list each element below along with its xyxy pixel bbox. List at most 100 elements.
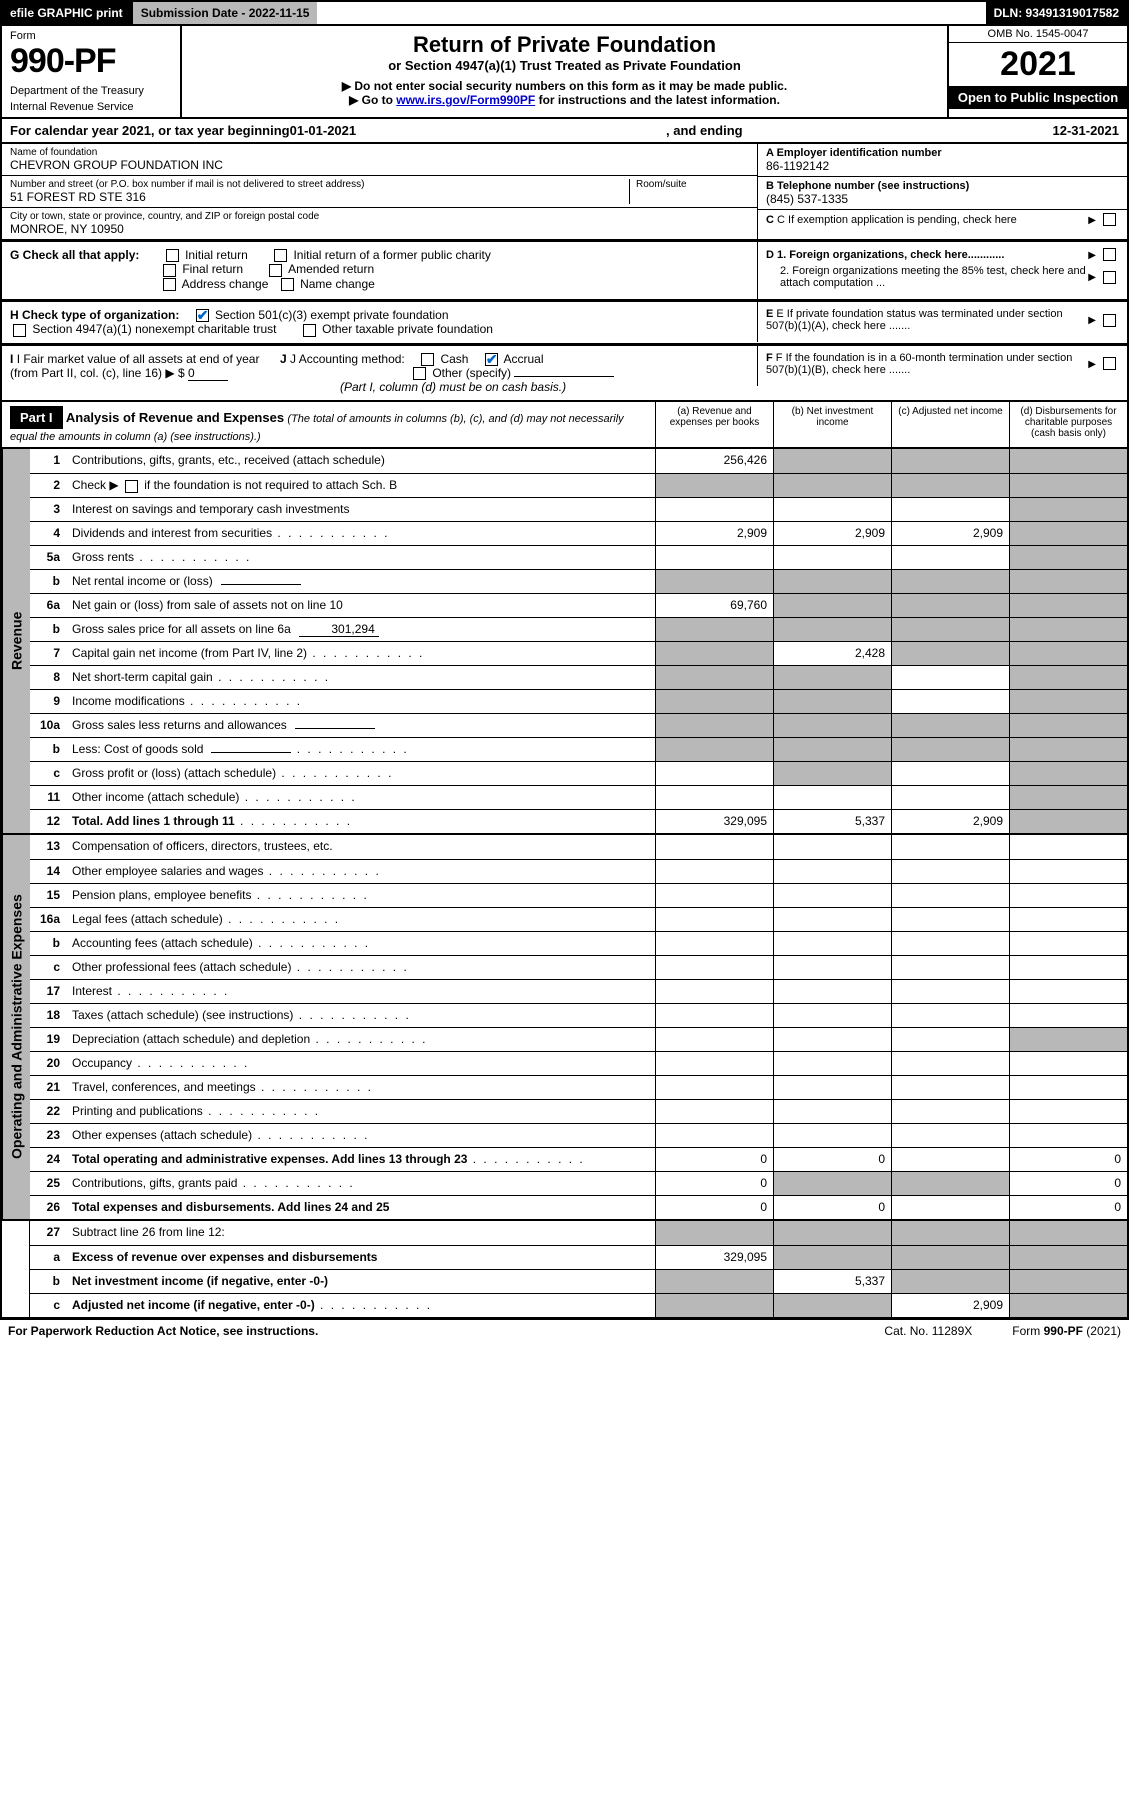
form-title: Return of Private Foundation (192, 32, 937, 58)
table-row: 6aNet gain or (loss) from sale of assets… (30, 593, 1127, 617)
phone: (845) 537-1335 (766, 192, 1119, 206)
top-bar: efile GRAPHIC print Submission Date - 20… (0, 0, 1129, 26)
ij-row: I I Fair market value of all assets at e… (0, 345, 1129, 403)
irs-link[interactable]: www.irs.gov/Form990PF (396, 93, 535, 107)
h-row: H Check type of organization: Section 50… (0, 301, 1129, 345)
r6b-inline: 301,294 (299, 622, 379, 637)
table-row: 12Total. Add lines 1 through 11329,0955,… (30, 809, 1127, 833)
table-row: bNet rental income or (loss) (30, 569, 1127, 593)
table-row: 2Check ▶ if the foundation is not requir… (30, 473, 1127, 497)
checkbox-d2[interactable] (1103, 271, 1116, 284)
omb-number: OMB No. 1545-0047 (949, 26, 1127, 43)
checkbox-e[interactable] (1103, 314, 1116, 327)
table-row: 23Other expenses (attach schedule) (30, 1123, 1127, 1147)
table-row: 22Printing and publications (30, 1099, 1127, 1123)
part1-title-cell: Part I Analysis of Revenue and Expenses … (2, 402, 655, 447)
table-row: 20Occupancy (30, 1051, 1127, 1075)
table-row: 13Compensation of officers, directors, t… (30, 835, 1127, 859)
col-b-header: (b) Net investment income (773, 402, 891, 447)
table-row: cOther professional fees (attach schedul… (30, 955, 1127, 979)
dept-treasury: Department of the Treasury (10, 85, 172, 97)
summary-section: 27Subtract line 26 from line 12: aExcess… (0, 1221, 1129, 1319)
checkbox-c[interactable] (1103, 213, 1116, 226)
checkbox-accrual[interactable] (485, 353, 498, 366)
table-row: 10aGross sales less returns and allowanc… (30, 713, 1127, 737)
instr-goto: ▶ Go to www.irs.gov/Form990PF for instru… (192, 93, 937, 107)
paperwork-notice: For Paperwork Reduction Act Notice, see … (8, 1324, 318, 1338)
checkbox-amended[interactable] (269, 264, 282, 277)
dln: DLN: 93491319017582 (986, 2, 1127, 24)
table-row: 25Contributions, gifts, grants paid00 (30, 1171, 1127, 1195)
part1-header: Part I Analysis of Revenue and Expenses … (0, 402, 1129, 449)
table-row: 18Taxes (attach schedule) (see instructi… (30, 1003, 1127, 1027)
table-row: 27Subtract line 26 from line 12: (30, 1221, 1127, 1245)
revenue-section: Revenue 1Contributions, gifts, grants, e… (0, 449, 1129, 835)
table-row: bGross sales price for all assets on lin… (30, 617, 1127, 641)
street-address: 51 FOREST RD STE 316 (10, 190, 629, 204)
e-section: E E If private foundation status was ter… (757, 302, 1127, 342)
calendar-year-row: For calendar year 2021, or tax year begi… (0, 119, 1129, 144)
header-center: Return of Private Foundation or Section … (182, 26, 947, 117)
table-row: 15Pension plans, employee benefits (30, 883, 1127, 907)
entity-left: Name of foundation CHEVRON GROUP FOUNDAT… (2, 144, 757, 239)
exemption-pending: C C If exemption application is pending,… (758, 209, 1127, 229)
table-row: 9Income modifications (30, 689, 1127, 713)
table-row: 16aLegal fees (attach schedule) (30, 907, 1127, 931)
submission-date: Submission Date - 2022-11-15 (131, 2, 318, 24)
ein-cell: A Employer identification number 86-1192… (758, 144, 1127, 176)
city-state-zip: MONROE, NY 10950 (10, 222, 749, 236)
table-row: 11Other income (attach schedule) (30, 785, 1127, 809)
instr-ssn: ▶ Do not enter social security numbers o… (192, 79, 937, 93)
ein: 86-1192142 (766, 159, 1119, 173)
checkbox-initial-former[interactable] (274, 249, 287, 262)
form-ref: Form 990-PF (2021) (1012, 1324, 1121, 1338)
form-subtitle: or Section 4947(a)(1) Trust Treated as P… (192, 58, 937, 73)
form-number: 990-PF (10, 42, 172, 81)
table-row: 5aGross rents (30, 545, 1127, 569)
table-row: 1Contributions, gifts, grants, etc., rec… (30, 449, 1127, 473)
cat-number: Cat. No. 11289X (884, 1324, 972, 1338)
f-section: F F If the foundation is in a 60-month t… (757, 346, 1127, 386)
checkbox-f[interactable] (1103, 357, 1116, 370)
checkbox-addr-change[interactable] (163, 278, 176, 291)
checkbox-other-method[interactable] (413, 367, 426, 380)
checkbox-501c3[interactable] (196, 309, 209, 322)
checkbox-schb[interactable] (125, 480, 138, 493)
header-right: OMB No. 1545-0047 2021 Open to Public In… (947, 26, 1127, 117)
ij-section: I I Fair market value of all assets at e… (2, 346, 757, 401)
checkbox-cash[interactable] (421, 353, 434, 366)
table-row: bAccounting fees (attach schedule) (30, 931, 1127, 955)
table-row: bLess: Cost of goods sold (30, 737, 1127, 761)
checkbox-initial[interactable] (166, 249, 179, 262)
checkbox-d1[interactable] (1103, 248, 1116, 261)
expenses-label: Operating and Administrative Expenses (2, 835, 30, 1219)
address-cell: Number and street (or P.O. box number if… (2, 175, 757, 207)
part1-badge: Part I (10, 406, 63, 429)
table-row: 3Interest on savings and temporary cash … (30, 497, 1127, 521)
table-row: aExcess of revenue over expenses and dis… (30, 1245, 1127, 1269)
revenue-label: Revenue (2, 449, 30, 833)
expenses-section: Operating and Administrative Expenses 13… (0, 835, 1129, 1221)
year-begin: 01-01-2021 (290, 123, 357, 138)
foundation-name: CHEVRON GROUP FOUNDATION INC (10, 158, 749, 172)
checkbox-final[interactable] (163, 264, 176, 277)
checkbox-name-change[interactable] (281, 278, 294, 291)
entity-right: A Employer identification number 86-1192… (757, 144, 1127, 239)
irs: Internal Revenue Service (10, 101, 172, 113)
checkbox-other-tax[interactable] (303, 324, 316, 337)
foundation-name-cell: Name of foundation CHEVRON GROUP FOUNDAT… (2, 144, 757, 175)
h-section: H Check type of organization: Section 50… (2, 302, 757, 343)
checkbox-4947[interactable] (13, 324, 26, 337)
form-word: Form (10, 30, 172, 42)
table-row: 4Dividends and interest from securities2… (30, 521, 1127, 545)
table-row: 24Total operating and administrative exp… (30, 1147, 1127, 1171)
arrow-icon (1088, 214, 1100, 226)
col-d-header: (d) Disbursements for charitable purpose… (1009, 402, 1127, 447)
table-row: 17Interest (30, 979, 1127, 1003)
table-row: cAdjusted net income (if negative, enter… (30, 1293, 1127, 1317)
table-row: 26Total expenses and disbursements. Add … (30, 1195, 1127, 1219)
table-row: 21Travel, conferences, and meetings (30, 1075, 1127, 1099)
table-row: 7Capital gain net income (from Part IV, … (30, 641, 1127, 665)
fmv-value: 0 (188, 366, 228, 381)
r1-a: 256,426 (655, 449, 773, 473)
